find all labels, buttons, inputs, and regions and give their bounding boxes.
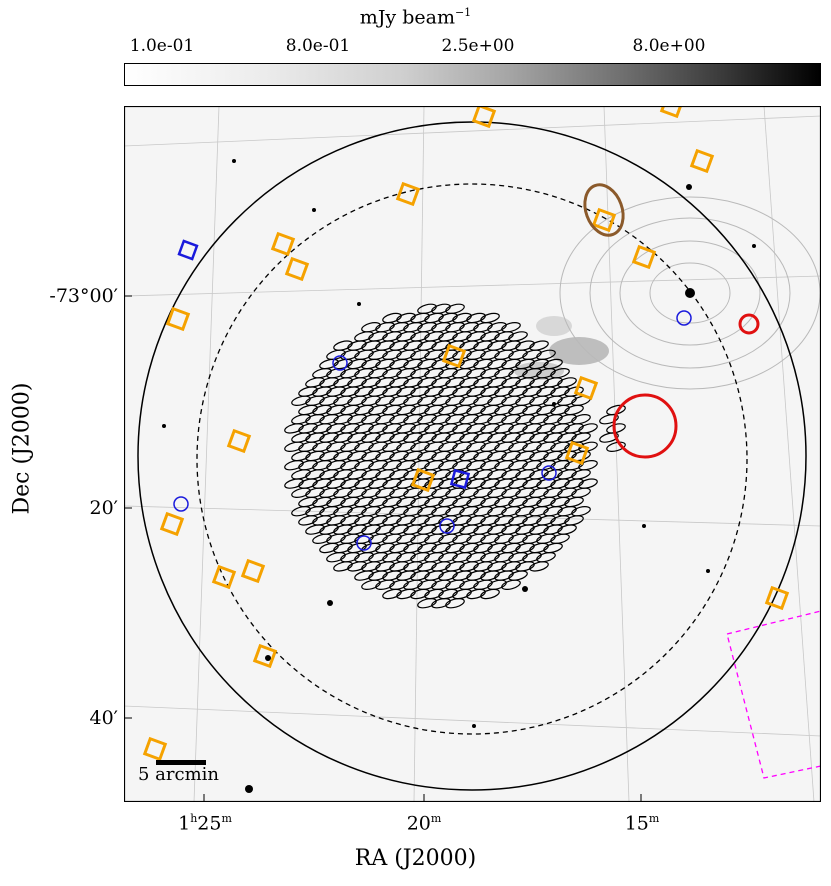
colorbar-tick-label: 2.5e+00	[441, 36, 515, 56]
beam-ellipse	[501, 579, 521, 590]
beam-ellipse	[571, 469, 591, 480]
y-axis-label: Dec (J2000)	[9, 382, 35, 515]
orange-square-marker	[764, 585, 790, 611]
half-power-circle	[196, 183, 748, 735]
orange-square-marker	[564, 440, 590, 466]
beam-ellipse	[578, 441, 598, 452]
primary-beam-circle	[137, 121, 807, 791]
image-background	[124, 106, 821, 802]
scale-bar-label: 5 arcmin	[138, 764, 220, 785]
beam-ellipse	[564, 404, 584, 416]
orange-square-marker	[631, 244, 657, 270]
beam-ellipse	[536, 349, 556, 360]
y-tick-label: -73°00′	[49, 285, 118, 307]
orange-square-marker	[591, 207, 617, 233]
beam-ellipse	[564, 386, 584, 397]
beam-ellipse	[543, 542, 563, 554]
beam-ellipse	[445, 598, 465, 609]
blue-circle-marker	[541, 465, 557, 481]
orange-square-marker	[159, 511, 185, 537]
beam-ellipse	[557, 377, 577, 388]
orange-square-marker	[226, 428, 252, 454]
orange-square-marker	[165, 306, 191, 332]
orange-square-marker	[211, 564, 237, 590]
y-tick-label: 20′	[89, 497, 119, 519]
blue-circle-marker	[332, 355, 348, 371]
x-axis-label: RA (J2000)	[354, 846, 477, 871]
scale-bar	[156, 760, 206, 765]
beam-ellipse	[536, 552, 556, 563]
blue-circle-markers	[173, 310, 692, 551]
frame-ticks	[124, 295, 642, 802]
x-tick-label: 1h25m	[178, 812, 232, 835]
beam-ellipse	[571, 414, 591, 425]
orange-square-marker	[573, 375, 599, 401]
beam-ellipse	[571, 487, 591, 498]
beam-ellipse	[529, 340, 549, 351]
beam-ellipse	[571, 432, 591, 443]
beam-ellipse	[571, 506, 591, 517]
coordinate-grid	[124, 106, 821, 802]
beam-ellipse	[529, 561, 549, 572]
y-tick-label: 40′	[89, 707, 119, 729]
x-tick-label: 15m	[624, 812, 660, 835]
beam-ellipse	[543, 358, 563, 370]
orange-square-marker	[252, 643, 278, 669]
radio-image-panel	[124, 106, 821, 802]
plot-frame	[124, 106, 821, 802]
beam-ellipse	[564, 515, 584, 526]
blue-square-marker	[177, 239, 199, 261]
blue-square-marker	[449, 468, 471, 490]
x-tick-label: 20m	[406, 812, 442, 835]
orange-square-marker	[659, 106, 685, 119]
orange-square-marker	[240, 558, 266, 584]
beam-ellipse	[557, 524, 577, 535]
orange-square-marker	[142, 736, 168, 762]
red-large-circle	[612, 393, 678, 459]
blue-circle-marker	[439, 518, 455, 534]
point-sources	[162, 159, 756, 793]
colorbar	[124, 63, 821, 86]
beam-ellipse	[578, 423, 598, 434]
orange-square-marker	[689, 148, 715, 174]
colorbar-tick-label: 8.0e+00	[632, 36, 706, 56]
beam-ellipse	[445, 303, 465, 314]
beam-ellipse	[480, 312, 500, 324]
orange-square-markers	[142, 106, 790, 762]
beam-ellipse	[480, 588, 500, 600]
orange-square-marker	[395, 181, 421, 207]
beam-ellipse	[508, 570, 528, 581]
blue-circle-marker	[173, 496, 189, 512]
beam-ellipse	[599, 414, 619, 425]
beam-ellipse	[550, 533, 570, 544]
brown-ellipse	[583, 183, 625, 237]
beam-ellipse	[508, 331, 528, 342]
orange-square-marker	[471, 106, 497, 129]
beam-ellipse	[564, 496, 584, 508]
orange-square-marker	[270, 231, 296, 257]
colorbar-title: mJy beam−1	[359, 6, 472, 29]
beam-ellipse	[578, 460, 598, 471]
orange-square-marker	[410, 467, 436, 493]
orange-square-marker	[441, 343, 467, 369]
red-small-circle	[738, 313, 760, 335]
magenta-field-box	[726, 610, 821, 779]
blue-circle-marker	[676, 310, 692, 326]
orange-square-marker	[284, 256, 310, 282]
beam-ellipse	[501, 322, 521, 333]
beam-ellipse	[599, 432, 619, 443]
colorbar-tick-label: 1.0e-01	[129, 36, 195, 56]
beam-ellipse	[606, 441, 626, 452]
blue-circle-marker	[356, 535, 372, 551]
beam-ellipse	[578, 478, 598, 489]
beam-ellipse	[550, 368, 570, 379]
colorbar-tick-label: 8.0e-01	[285, 36, 351, 56]
